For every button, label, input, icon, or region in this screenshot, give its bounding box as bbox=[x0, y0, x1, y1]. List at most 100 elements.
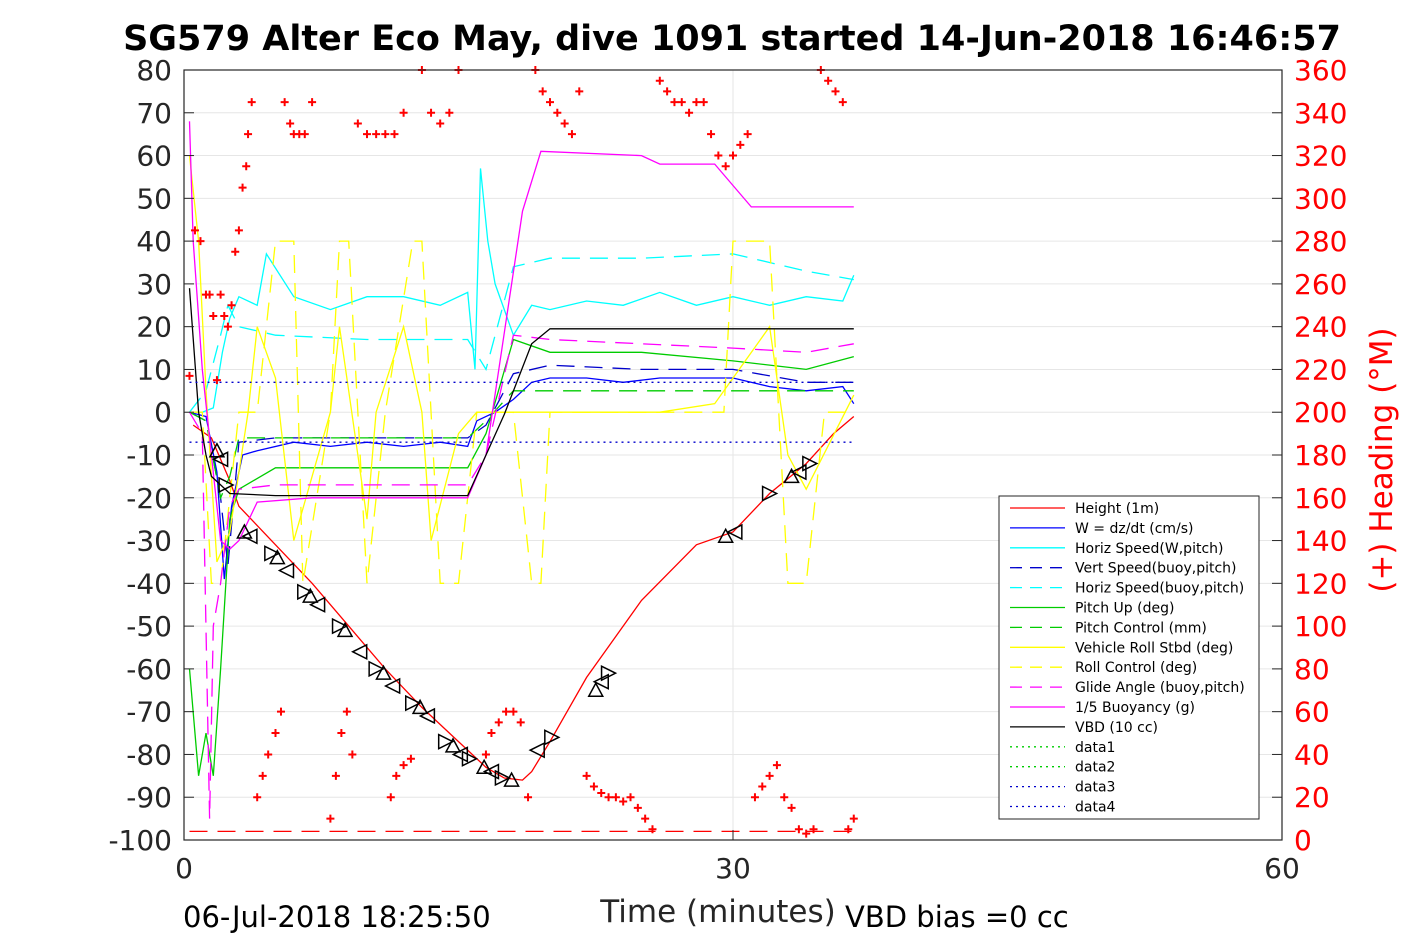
y-right-tick-label: 180 bbox=[1294, 439, 1347, 472]
heading-point bbox=[714, 151, 723, 160]
heading-point bbox=[494, 718, 503, 727]
legend-entry: Height (1m) bbox=[1075, 501, 1159, 517]
y-right-tick-label: 80 bbox=[1294, 653, 1330, 686]
position-marker bbox=[297, 583, 314, 601]
heading-point bbox=[758, 782, 767, 791]
heading-point bbox=[481, 750, 490, 759]
position-marker bbox=[218, 476, 235, 494]
heading-point bbox=[185, 371, 194, 380]
heading-point bbox=[802, 829, 811, 838]
heading-point bbox=[326, 814, 335, 823]
heading-point bbox=[337, 729, 346, 738]
position-marker bbox=[336, 621, 354, 638]
heading-point bbox=[787, 803, 796, 812]
heading-point bbox=[641, 814, 650, 823]
position-marker bbox=[277, 562, 295, 579]
legend-entry: data4 bbox=[1075, 800, 1116, 816]
heading-point bbox=[538, 87, 547, 96]
y-tick-label: 30 bbox=[136, 268, 172, 301]
heading-point bbox=[524, 793, 533, 802]
y-tick-label: 60 bbox=[136, 140, 172, 173]
legend-entry: W = dz/dt (cm/s) bbox=[1075, 521, 1194, 537]
position-marker bbox=[444, 737, 462, 753]
y-tick-label: -20 bbox=[126, 482, 172, 515]
heading-point bbox=[838, 98, 847, 107]
y-right-tick-label: 300 bbox=[1294, 182, 1347, 215]
position-marker bbox=[790, 463, 807, 481]
position-marker bbox=[269, 549, 286, 565]
legend-entry: data1 bbox=[1075, 740, 1115, 756]
heading-point bbox=[794, 825, 803, 834]
heading-point bbox=[363, 130, 371, 139]
heading-point bbox=[227, 301, 236, 310]
y-tick-label: 40 bbox=[136, 225, 172, 258]
heading-point bbox=[242, 162, 251, 171]
position-marker bbox=[587, 681, 605, 698]
y-right-tick-label: 200 bbox=[1294, 396, 1347, 429]
heading-point bbox=[663, 87, 672, 96]
position-marker bbox=[308, 596, 326, 613]
position-marker bbox=[461, 750, 479, 767]
x-axis-label: Time (minutes) bbox=[599, 894, 835, 930]
heading-point bbox=[286, 119, 295, 128]
heading-point bbox=[308, 98, 317, 107]
heading-point bbox=[575, 87, 584, 96]
y-right-tick-label: 360 bbox=[1294, 54, 1347, 87]
y-right-tick-label: 40 bbox=[1294, 738, 1330, 771]
y-tick-label: -40 bbox=[126, 567, 172, 600]
heading-point bbox=[399, 108, 408, 117]
heading-point bbox=[780, 793, 789, 802]
heading-point bbox=[560, 119, 569, 128]
position-marker bbox=[600, 664, 618, 682]
heading-point bbox=[772, 761, 781, 770]
position-marker bbox=[383, 677, 401, 695]
legend-entry: Roll Control (deg) bbox=[1075, 660, 1197, 676]
y-tick-label: 70 bbox=[136, 97, 172, 130]
legend: Height (1m) W = dz/dt (cm/s) Horiz Speed(W… bbox=[998, 495, 1260, 820]
series-layer bbox=[188, 121, 855, 833]
y-right-tick-label: 100 bbox=[1294, 610, 1347, 643]
heading-point bbox=[190, 226, 199, 235]
position-marker bbox=[761, 485, 779, 502]
position-marker bbox=[302, 587, 319, 603]
heading-point bbox=[546, 98, 554, 107]
heading-point bbox=[372, 130, 381, 139]
y-tick-label: -80 bbox=[126, 738, 172, 771]
heading-point bbox=[736, 140, 745, 149]
y-tick-label: -100 bbox=[108, 824, 172, 857]
heading-point bbox=[209, 311, 218, 320]
heading-point bbox=[386, 793, 395, 802]
right-axis-label: (+) Heading (°M) bbox=[1364, 327, 1400, 592]
y-right-tick-label: 160 bbox=[1294, 482, 1347, 515]
heading-point bbox=[655, 76, 664, 85]
heading-point bbox=[244, 130, 253, 139]
position-marker bbox=[418, 707, 436, 725]
y-tick-label: 10 bbox=[136, 353, 172, 386]
heading-point bbox=[844, 825, 853, 834]
heading-point bbox=[516, 718, 525, 727]
position-marker bbox=[528, 741, 545, 759]
y-tick-label: -90 bbox=[126, 781, 172, 814]
legend-entry: Horiz Speed(W,pitch) bbox=[1075, 541, 1223, 557]
position-marker bbox=[482, 763, 500, 780]
position-marker bbox=[783, 467, 800, 484]
y-right-tick-label: 220 bbox=[1294, 353, 1347, 386]
heading-point bbox=[582, 771, 591, 780]
heading-point bbox=[597, 788, 606, 797]
y-tick-label: 50 bbox=[136, 182, 172, 215]
position-marker bbox=[437, 733, 455, 750]
position-marker bbox=[411, 698, 429, 715]
heading-point bbox=[399, 761, 408, 770]
y-tick-label: -50 bbox=[126, 610, 172, 643]
series-line-roll-control-deg- bbox=[189, 240, 854, 584]
heading-points-layer bbox=[185, 66, 858, 838]
y-right-tick-label: 0 bbox=[1294, 824, 1312, 857]
series-line-vert-speed-buoy-pitch- bbox=[189, 364, 854, 567]
position-marker bbox=[475, 758, 493, 775]
y-tick-label: -60 bbox=[126, 653, 172, 686]
position-marker bbox=[544, 729, 561, 746]
y-right-tick-label: 20 bbox=[1294, 781, 1330, 814]
heading-point bbox=[809, 825, 818, 834]
heading-point bbox=[205, 290, 214, 299]
heading-point bbox=[445, 108, 454, 117]
